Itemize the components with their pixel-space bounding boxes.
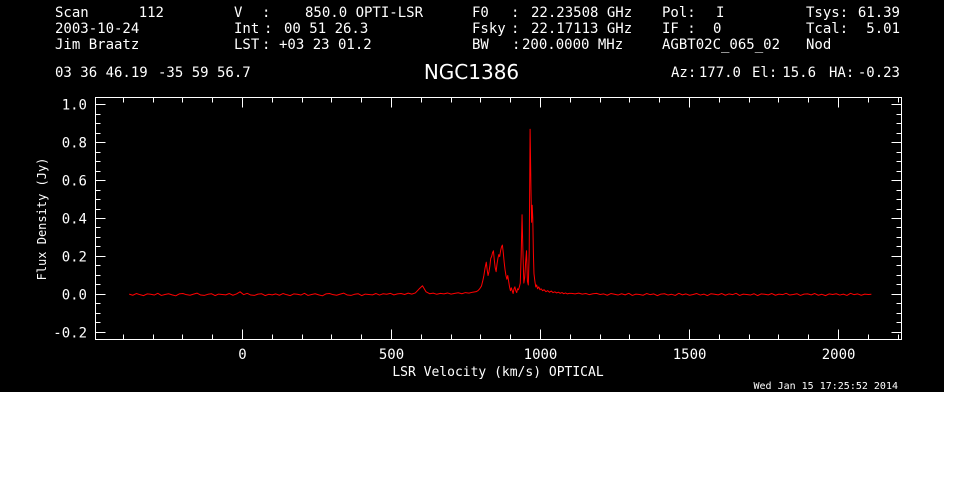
x-tick-label: 1500 (673, 347, 707, 363)
x-tick-label: 500 (379, 347, 404, 363)
tsys-label: Tsys: (806, 5, 849, 21)
plot-frame (95, 97, 902, 340)
x-tick-label: 1000 (524, 347, 558, 363)
lst-label: LST (234, 37, 260, 53)
velocity-separator: : (262, 5, 271, 21)
spectrum-line (129, 128, 872, 297)
plot-timestamp: Wed Jan 15 17:25:52 2014 (754, 381, 899, 392)
if-value: 0 (713, 21, 722, 37)
right-ascension: 03 36 46.19 (55, 65, 148, 81)
integration-separator: : (264, 21, 273, 37)
lst-value: +03 23 01.2 (279, 37, 372, 53)
hour-angle-label: HA: (829, 65, 855, 81)
velocity-value: 850.0 OPTI-LSR (305, 5, 424, 21)
declination: -35 59 56.7 (158, 65, 251, 81)
bandwidth-separator: : (512, 37, 521, 53)
y-tick-label: -0.2 (53, 326, 87, 342)
tcal-label: Tcal: (806, 21, 849, 37)
integration-value: 00 51 26.3 (284, 21, 369, 37)
lst-separator: : (262, 37, 271, 53)
bandwidth-label: BW (472, 37, 489, 53)
x-axis-label: LSR Velocity (km/s) OPTICAL (392, 365, 603, 380)
pol-value: I (716, 5, 725, 21)
project-id: AGBT02C_065_02 (662, 37, 781, 53)
f0-label: F0 (472, 5, 489, 21)
observation-date: 2003-10-24 (55, 21, 140, 37)
f0-value: 22.23508 GHz (531, 5, 633, 21)
scan-label: Scan (55, 5, 89, 21)
y-tick-label: 1.0 (62, 98, 87, 114)
y-tick-label: 0.6 (62, 174, 87, 190)
elevation-label: El: (752, 65, 778, 81)
plot-window: Scan 112 V : 850.0 OPTI-LSR F0 : 22.2350… (0, 0, 944, 392)
axis-ticks (95, 97, 902, 340)
fsky-separator: : (511, 21, 520, 37)
tcal-value: 5.01 (866, 21, 900, 37)
x-tick-label: 2000 (822, 347, 856, 363)
source-title: NGC1386 (424, 60, 519, 84)
elevation-value: 15.6 (782, 65, 816, 81)
y-tick-label: 0.2 (62, 250, 87, 266)
procedure-name: Nod (806, 37, 832, 53)
spectrum-plot: NGC1386 -0.2 0.0 0.2 0.4 0.6 0.8 1.0 0 500 1000 15… (35, 60, 902, 392)
velocity-label: V (234, 5, 243, 21)
if-label: IF : (662, 21, 696, 37)
y-tick-label: 0.4 (62, 212, 87, 228)
hour-angle-value: -0.23 (857, 65, 900, 81)
azimuth-label: Az: (671, 65, 697, 81)
scan-number: 112 (138, 5, 164, 21)
pol-label: Pol: (662, 5, 696, 21)
x-tick-label: 0 (238, 347, 246, 363)
azimuth-value: 177.0 (698, 65, 741, 81)
integration-label: Int (234, 21, 260, 37)
fsky-value: 22.17113 GHz (531, 21, 633, 37)
y-axis-label: Flux Density (Jy) (35, 158, 49, 281)
f0-separator: : (511, 5, 520, 21)
fsky-label: Fsky (472, 21, 506, 37)
y-tick-label: 0.8 (62, 136, 87, 152)
tsys-value: 61.39 (857, 5, 900, 21)
observer-name: Jim Braatz (55, 37, 140, 53)
y-tick-label: 0.0 (62, 288, 87, 304)
tick-labels: -0.2 0.0 0.2 0.4 0.6 0.8 1.0 0 500 1000 1500 2000 (53, 98, 855, 364)
bandwidth-value: 200.0000 MHz (522, 37, 624, 53)
